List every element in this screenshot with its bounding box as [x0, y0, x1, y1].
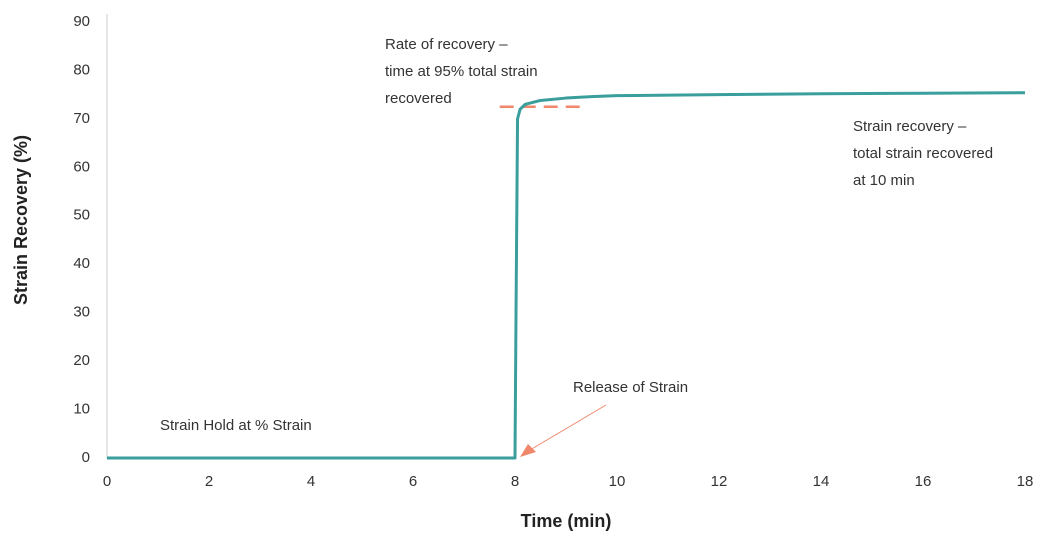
y-tick-label: 10	[73, 401, 90, 418]
annotation: recovered	[385, 90, 452, 107]
annotation: Strain recovery –	[853, 118, 967, 135]
y-tick-label: 90	[73, 13, 90, 30]
arrow-head	[520, 444, 536, 457]
annotation: Release of Strain	[573, 379, 688, 396]
x-tick-label: 16	[915, 473, 932, 490]
y-tick-label: 80	[73, 61, 90, 78]
x-tick-label: 0	[103, 473, 111, 490]
x-tick-label: 10	[609, 473, 626, 490]
data-line	[107, 91, 1026, 460]
y-tick-label: 30	[73, 304, 90, 321]
annotation: at 10 min	[853, 172, 915, 189]
x-tick-label: 8	[511, 473, 519, 490]
x-axis-label: Time (min)	[521, 511, 612, 531]
y-tick-label: 20	[73, 352, 90, 369]
y-tick-label: 50	[73, 207, 90, 224]
annotation: total strain recovered	[853, 145, 993, 162]
y-tick-label: 0	[82, 449, 90, 466]
x-tick-label: 18	[1017, 473, 1034, 490]
y-tick-label: 70	[73, 110, 90, 127]
y-tick-label: 60	[73, 158, 90, 175]
y-tick-label: 40	[73, 255, 90, 272]
x-tick-label: 4	[307, 473, 315, 490]
annotation: time at 95% total strain	[385, 63, 538, 80]
x-tick-label: 14	[813, 473, 830, 490]
x-tick-label: 2	[205, 473, 213, 490]
x-tick-label: 12	[711, 473, 728, 490]
annotation: Rate of recovery –	[385, 36, 508, 53]
arrow-line	[529, 404, 607, 451]
x-tick-label: 6	[409, 473, 417, 490]
y-axis-label: Strain Recovery (%)	[11, 135, 31, 305]
annotation: Strain Hold at % Strain	[160, 417, 312, 434]
